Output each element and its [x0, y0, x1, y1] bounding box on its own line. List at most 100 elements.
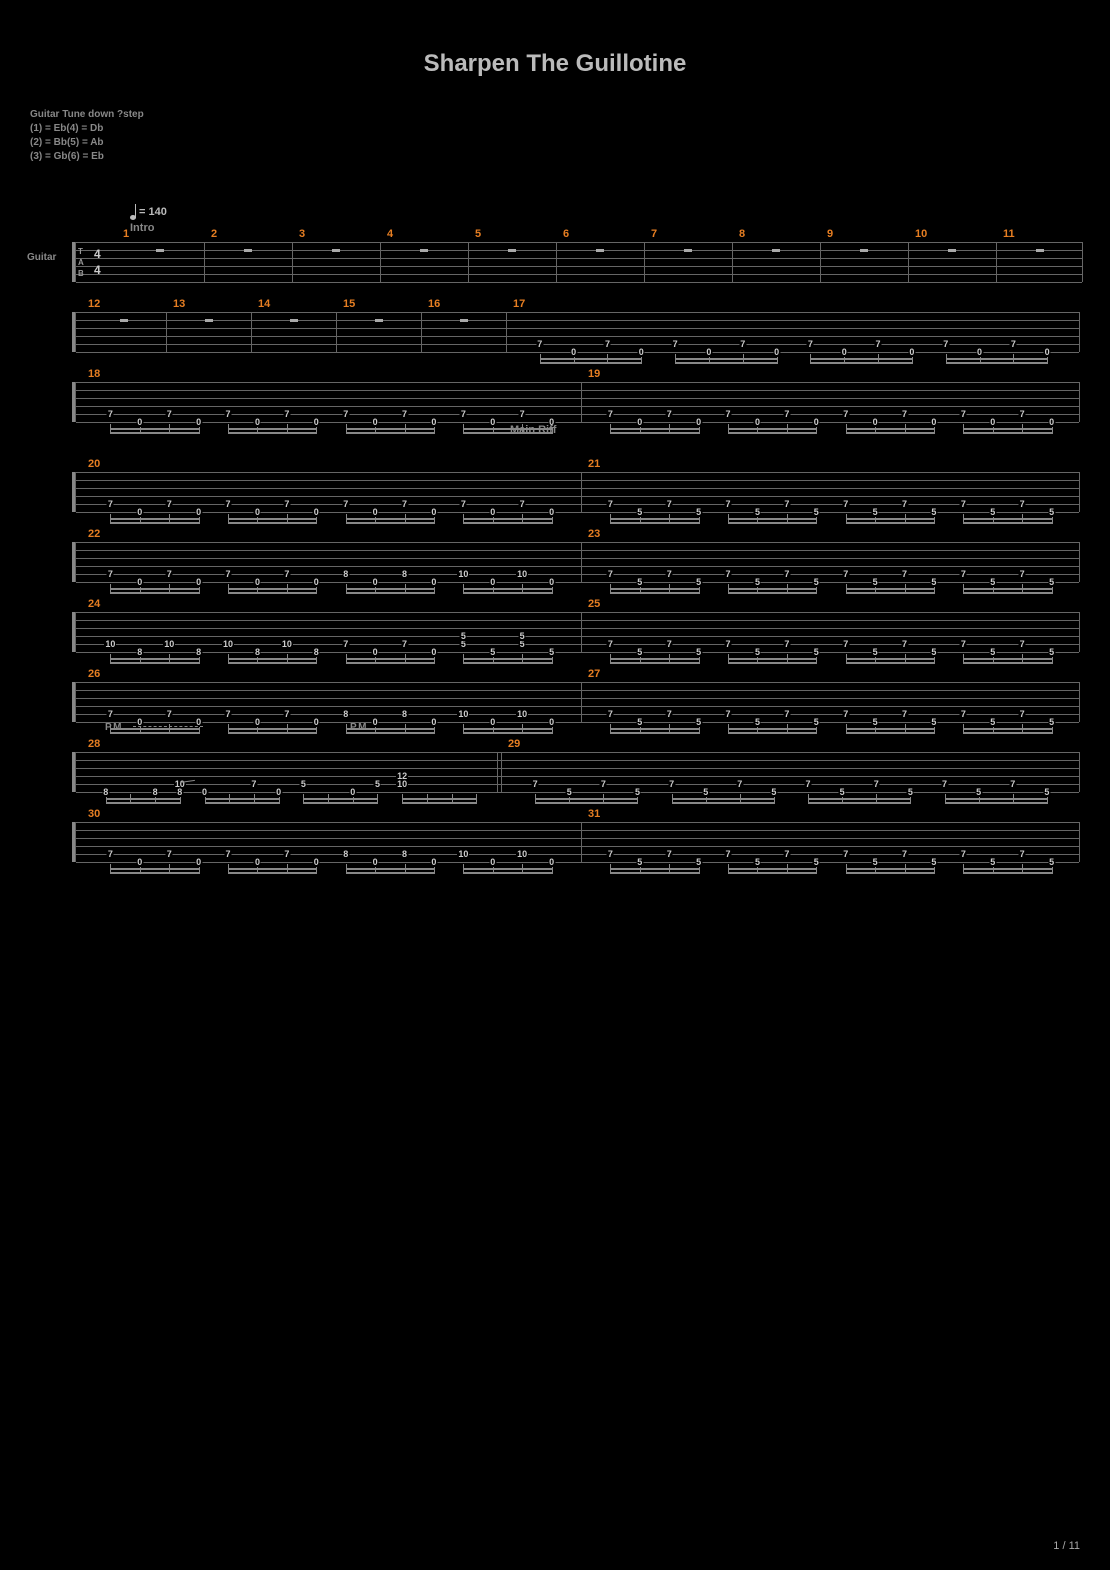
beam — [963, 732, 1051, 734]
tab-string-line — [76, 320, 1079, 321]
fret-number: 7 — [107, 410, 114, 419]
fret-number: 10 — [516, 570, 528, 579]
barline — [380, 242, 381, 282]
beam — [228, 732, 316, 734]
fret-number: 5 — [872, 648, 879, 657]
beam — [346, 428, 434, 430]
tab-string-line — [76, 398, 1079, 399]
fret-number: 7 — [225, 570, 232, 579]
fret-number: 7 — [725, 710, 732, 719]
note-stem — [669, 724, 670, 734]
beam — [963, 872, 1051, 874]
note-stem — [669, 514, 670, 524]
tab-string-line — [76, 258, 1082, 259]
fret-number: 0 — [372, 418, 379, 427]
note-stem — [228, 584, 229, 594]
barline — [336, 312, 337, 352]
beam — [808, 798, 910, 800]
fret-number: 8 — [254, 648, 261, 657]
instrument-label: Guitar — [27, 252, 56, 263]
measure-number: 31 — [588, 808, 600, 820]
fret-number: 7 — [107, 850, 114, 859]
tab-staff: 7070707080801001007575757575757575 — [75, 542, 1080, 582]
beam — [110, 588, 198, 590]
fret-number: 0 — [872, 418, 879, 427]
fret-number: 7 — [783, 640, 790, 649]
fret-number: 7 — [519, 410, 526, 419]
tab-string-line — [76, 582, 1079, 583]
fret-number: 0 — [254, 418, 261, 427]
fret-number: 5 — [754, 648, 761, 657]
fret-number: 0 — [813, 418, 820, 427]
tab-string-line — [76, 382, 1079, 383]
measure-number: 9 — [827, 228, 833, 240]
fret-number: 10 — [457, 850, 469, 859]
fret-number: 7 — [941, 780, 948, 789]
fret-number: 5 — [975, 788, 982, 797]
barline — [581, 472, 582, 512]
staff-row: 2425108108108108707055555575757575757575… — [75, 612, 1075, 652]
fret-number: 0 — [430, 578, 437, 587]
beam — [610, 728, 698, 730]
fret-number: 10 — [516, 710, 528, 719]
tab-string-line — [76, 620, 1079, 621]
beam — [672, 798, 774, 800]
tuning-line2: (2) = Bb(5) = Ab — [30, 136, 1085, 150]
note-stem — [787, 424, 788, 434]
fret-number: 7 — [960, 570, 967, 579]
beam — [228, 522, 316, 524]
beam — [810, 362, 911, 364]
fret-number: 7 — [460, 410, 467, 419]
note-stem — [110, 584, 111, 594]
fret-number: 0 — [313, 858, 320, 867]
fret-number: 7 — [519, 500, 526, 509]
fret-number: 7 — [607, 570, 614, 579]
note-stem — [672, 794, 673, 804]
fret-number: 10 — [163, 640, 175, 649]
fret-number: 7 — [668, 780, 675, 789]
fret-number: 0 — [195, 578, 202, 587]
fret-number: 0 — [989, 418, 996, 427]
measure-number: 24 — [88, 598, 100, 610]
palm-mute-label: P.M. — [350, 722, 369, 733]
note-stem — [346, 864, 347, 874]
beam — [228, 432, 316, 434]
fret-number: 7 — [783, 500, 790, 509]
staff-row: Main Riff2021707070707070707075757575757… — [75, 472, 1075, 512]
beam — [846, 662, 934, 664]
note-stem — [963, 724, 964, 734]
beam — [808, 802, 910, 804]
beam — [228, 588, 316, 590]
beam — [728, 728, 816, 730]
fret-number: 7 — [607, 500, 614, 509]
note-stem — [110, 864, 111, 874]
note-stem — [846, 864, 847, 874]
measure-number: 30 — [88, 808, 100, 820]
note-stem — [169, 654, 170, 664]
fret-number: 7 — [736, 780, 743, 789]
beam — [110, 432, 198, 434]
tab-staff: 7070707080801001007575757575757575 — [75, 682, 1080, 722]
tab-string-line — [76, 242, 1082, 243]
fret-number: 5 — [813, 578, 820, 587]
tab-string-line — [76, 274, 1082, 275]
beam — [728, 872, 816, 874]
note-stem — [905, 424, 906, 434]
system-bracket — [72, 472, 75, 512]
note-stem — [169, 864, 170, 874]
fret-number: 5 — [634, 788, 641, 797]
fret-number: 5 — [872, 578, 879, 587]
measure-number: 12 — [88, 298, 100, 310]
note-stem — [669, 654, 670, 664]
note-stem — [669, 424, 670, 434]
fret-number: 7 — [666, 710, 673, 719]
beam — [728, 518, 816, 520]
fret-number: 5 — [1048, 858, 1055, 867]
system-bracket — [72, 822, 75, 862]
fret-number: 5 — [519, 632, 526, 641]
tab-string-line — [76, 792, 1079, 793]
fret-number: 5 — [989, 648, 996, 657]
beam — [346, 662, 434, 664]
fret-number: 5 — [754, 718, 761, 727]
note-stem — [463, 514, 464, 524]
